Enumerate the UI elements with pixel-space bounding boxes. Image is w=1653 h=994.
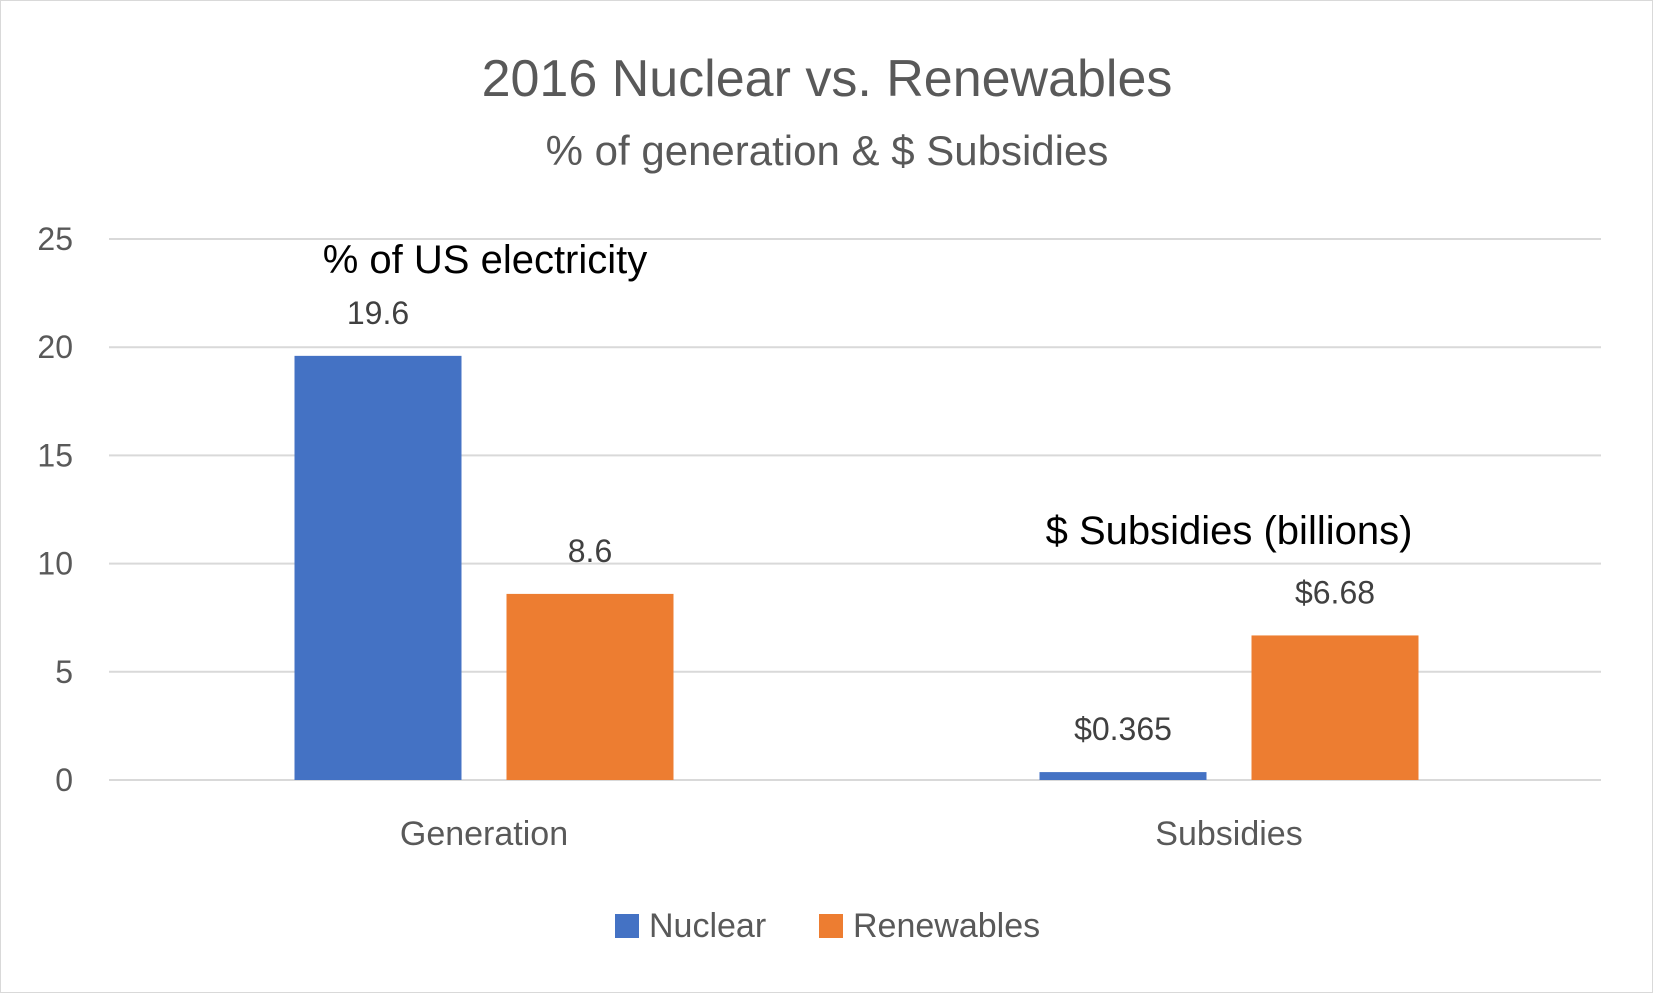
legend-swatch-nuclear — [615, 914, 639, 938]
legend-label-nuclear: Nuclear — [649, 907, 766, 945]
y-axis-ticks: 0 5 10 15 20 25 — [37, 221, 73, 798]
bars — [294, 355, 1419, 780]
x-tick-label-subsidies: Subsidies — [1155, 815, 1302, 853]
chart-subtitle: % of generation & $ Subsidies — [546, 127, 1109, 174]
y-tick-label: 25 — [37, 221, 73, 257]
bar-nuclear-subsidies — [1039, 772, 1207, 780]
data-label-renewables-generation: 8.6 — [568, 533, 612, 569]
data-label-nuclear-subsidies: $0.365 — [1074, 711, 1172, 747]
data-label-nuclear-generation: 19.6 — [347, 295, 409, 331]
annotation-generation: % of US electricity — [323, 238, 648, 282]
chart-title: 2016 Nuclear vs. Renewables — [482, 50, 1173, 108]
x-axis-ticks: Generation Subsidies — [400, 815, 1303, 853]
bar-nuclear-generation — [294, 355, 462, 780]
legend: Nuclear Renewables — [615, 907, 1040, 945]
data-labels: 19.6 8.6 $0.365 $6.68 — [347, 295, 1375, 747]
x-tick-label-generation: Generation — [400, 815, 568, 853]
y-tick-label: 0 — [55, 762, 73, 798]
y-tick-label: 10 — [37, 546, 73, 582]
legend-swatch-renewables — [819, 914, 843, 938]
y-tick-label: 20 — [37, 329, 73, 365]
bar-renewables-subsidies — [1251, 635, 1419, 780]
legend-label-renewables: Renewables — [853, 907, 1040, 945]
y-tick-label: 5 — [55, 654, 73, 690]
y-tick-label: 15 — [37, 437, 73, 473]
data-label-renewables-subsidies: $6.68 — [1295, 574, 1375, 610]
bar-renewables-generation — [506, 593, 674, 780]
annotation-subsidies: $ Subsidies (billions) — [1046, 509, 1413, 553]
